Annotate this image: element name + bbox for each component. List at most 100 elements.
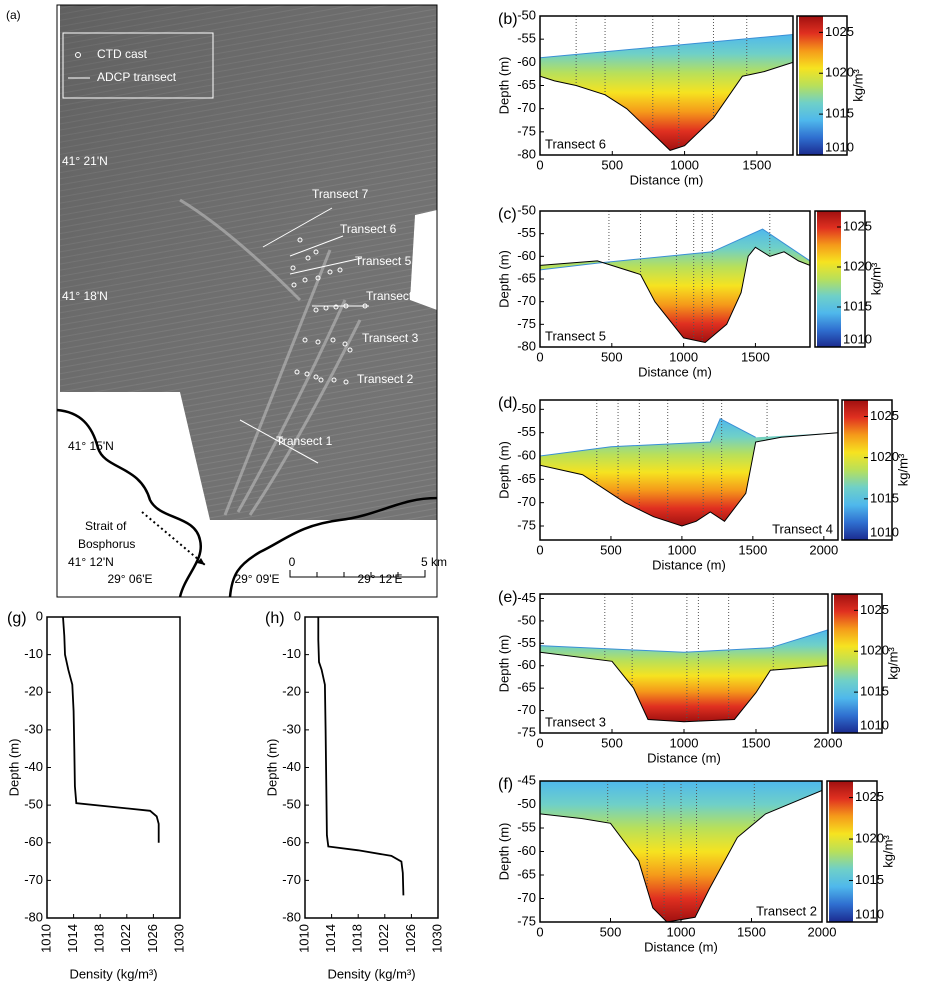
y-axis-label: Depth (m) bbox=[496, 823, 511, 881]
y-tick-label: -50 bbox=[24, 797, 43, 812]
scale-label: 5 km bbox=[421, 555, 447, 569]
colorbar-tick-label: 1015 bbox=[870, 490, 899, 505]
colorbar-tick-label: 1015 bbox=[860, 684, 889, 699]
arrow-head bbox=[197, 558, 205, 565]
longitude-label: 29° 06'E bbox=[107, 572, 152, 586]
panel-label: (g) bbox=[7, 610, 27, 627]
y-tick-label: -50 bbox=[517, 401, 536, 416]
bottom-line bbox=[540, 246, 810, 344]
y-tick-label: -60 bbox=[517, 657, 536, 672]
x-tick-label: 1010 bbox=[296, 924, 311, 953]
panel-label: (a) bbox=[6, 8, 21, 22]
density-profile bbox=[317, 617, 405, 896]
colorbar-label: kg/m³ bbox=[868, 262, 883, 295]
x-tick-label: 500 bbox=[601, 157, 623, 172]
section-plot bbox=[540, 400, 838, 527]
colorbar-tick-label: 1010 bbox=[860, 717, 889, 732]
transect-name: Transect 2 bbox=[756, 903, 817, 918]
x-tick-label: 1500 bbox=[738, 542, 767, 557]
latitude-label: 41° 12'N bbox=[68, 555, 114, 569]
colorbar-frame bbox=[826, 780, 878, 923]
valley bbox=[179, 198, 362, 516]
y-tick-label: 0 bbox=[36, 608, 43, 623]
y-tick-label: -70 bbox=[517, 702, 536, 717]
colorbar-label: kg/m³ bbox=[850, 69, 865, 102]
x-tick-label: 1000 bbox=[667, 924, 696, 939]
colorbar-label: kg/m³ bbox=[885, 647, 900, 680]
y-tick-label: -10 bbox=[24, 646, 43, 661]
y-tick-label: -80 bbox=[517, 338, 536, 353]
x-tick-label: 1000 bbox=[670, 157, 699, 172]
y-tick-label: -20 bbox=[282, 684, 301, 699]
y-tick-label: -65 bbox=[517, 680, 536, 695]
annotation: Bosphorus bbox=[78, 537, 135, 551]
section-fill bbox=[540, 229, 810, 343]
y-tick-label: -60 bbox=[517, 54, 536, 69]
x-tick-label: 1500 bbox=[742, 157, 771, 172]
longitude-label: 29° 09'E bbox=[234, 572, 279, 586]
x-tick-label: 2000 bbox=[809, 542, 838, 557]
section-fill bbox=[540, 34, 793, 151]
y-tick-label: -50 bbox=[517, 202, 536, 217]
colorbar-tick-label: 1025 bbox=[870, 408, 899, 423]
x-axis-label: Density (kg/m³) bbox=[327, 966, 415, 981]
y-tick-label: -60 bbox=[517, 843, 536, 858]
y-tick-label: -50 bbox=[517, 7, 536, 22]
section-fill bbox=[540, 781, 822, 922]
latitude-label: 41° 15'N bbox=[68, 439, 114, 453]
y-tick-label: -75 bbox=[517, 123, 536, 138]
map-frame bbox=[56, 4, 438, 598]
colorbar-frame bbox=[796, 15, 848, 156]
y-tick-label: -60 bbox=[24, 834, 43, 849]
x-axis-label: Distance (m) bbox=[638, 364, 712, 379]
transect-name: Transect 6 bbox=[545, 136, 606, 151]
plot-frame bbox=[539, 399, 839, 541]
transect-name: Transect 5 bbox=[545, 328, 606, 343]
x-axis-label: Distance (m) bbox=[652, 557, 726, 572]
transect-label: Transect 3 bbox=[362, 331, 419, 345]
colorbar-frame bbox=[841, 399, 893, 541]
y-tick-label: -75 bbox=[517, 316, 536, 331]
colorbar-tick-label: 1025 bbox=[825, 24, 854, 39]
y-tick-label: -55 bbox=[517, 819, 536, 834]
y-tick-label: -70 bbox=[517, 494, 536, 509]
x-tick-label: 0 bbox=[536, 542, 543, 557]
y-tick-label: -65 bbox=[517, 866, 536, 881]
y-tick-label: -55 bbox=[517, 225, 536, 240]
map-panel: (a) CTD cast ADCP transect 41° 21'N 41° … bbox=[6, 4, 447, 598]
colorbar bbox=[844, 400, 868, 540]
x-tick-label: 500 bbox=[600, 542, 622, 557]
transect-name: Transect 4 bbox=[772, 521, 833, 536]
density-profile bbox=[62, 616, 160, 843]
x-tick-label: 500 bbox=[600, 924, 622, 939]
y-tick-label: -70 bbox=[282, 872, 301, 887]
transect-label: Transect 7 bbox=[312, 187, 369, 201]
y-tick-label: -80 bbox=[282, 909, 301, 924]
colorbar-tick-label: 1015 bbox=[843, 298, 872, 313]
y-tick-label: -30 bbox=[24, 721, 43, 736]
y-tick-label: -50 bbox=[282, 797, 301, 812]
scale-label: 0 bbox=[289, 555, 296, 569]
colorbar-tick-label: 1010 bbox=[870, 524, 899, 539]
legend-entry: ADCP transect bbox=[97, 70, 177, 84]
y-tick-label: -70 bbox=[24, 872, 43, 887]
surface-line bbox=[540, 629, 828, 653]
bathymetry-shade bbox=[60, 5, 437, 520]
section-fill bbox=[540, 629, 828, 722]
section-plot bbox=[540, 16, 793, 151]
plot-frame bbox=[539, 593, 829, 734]
panel-label: (h) bbox=[265, 610, 285, 627]
colorbar-tick-label: 1025 bbox=[855, 789, 884, 804]
y-axis-label: Depth (m) bbox=[496, 250, 511, 308]
x-tick-label: 0 bbox=[536, 735, 543, 750]
colorbar bbox=[834, 594, 858, 733]
y-axis-label: Depth (m) bbox=[6, 739, 21, 797]
bottom-line bbox=[540, 61, 793, 151]
y-tick-label: -60 bbox=[517, 447, 536, 462]
legend-box bbox=[62, 32, 214, 99]
panel-label: (e) bbox=[498, 589, 518, 606]
surface-line bbox=[540, 34, 793, 59]
x-tick-label: 1000 bbox=[667, 542, 696, 557]
y-tick-label: -70 bbox=[517, 293, 536, 308]
